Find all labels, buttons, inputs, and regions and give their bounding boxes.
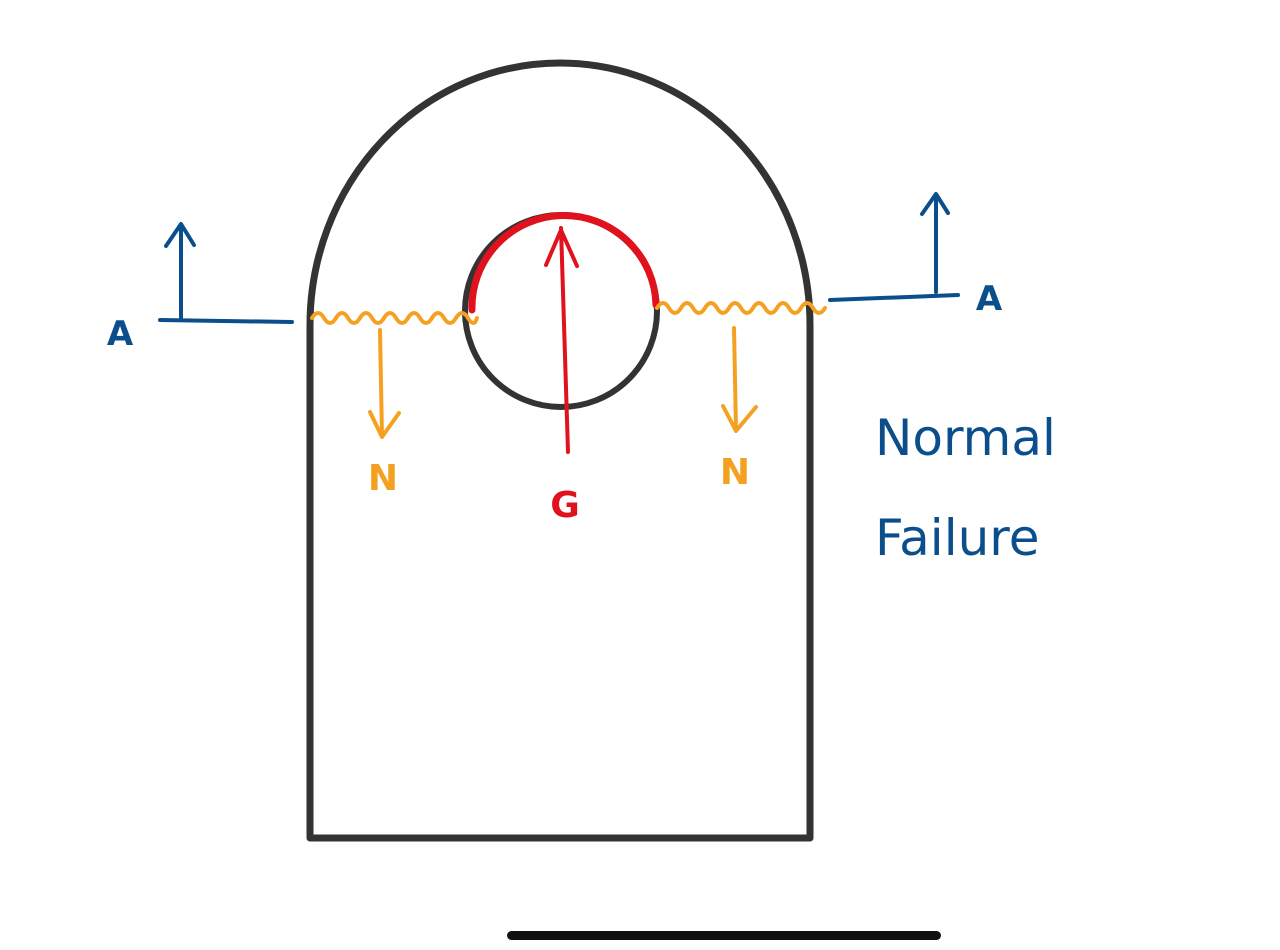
normal-force-label-right: N [720,452,750,493]
bearing-contact-arc [468,211,660,314]
bearing-force-arrow [544,226,579,454]
section-line-left [158,318,294,324]
section-line-right [828,293,960,302]
caption-line-2: Failure [875,509,1040,567]
section-label-left: A [107,314,134,354]
caption-line-1: Normal [875,409,1056,467]
home-indicator[interactable] [507,931,941,940]
lug-outline [306,59,814,842]
section-label-right: A [976,279,1003,319]
section-arrow-left [164,222,196,320]
normal-force-arrow-left [368,328,401,439]
section-arrow-right [920,192,950,294]
bearing-force-label: G [550,485,580,526]
normal-force-label-left: N [368,458,398,499]
failure-crack-right [655,301,827,315]
failure-crack-left [310,311,479,325]
normal-force-arrow-right [721,326,758,433]
